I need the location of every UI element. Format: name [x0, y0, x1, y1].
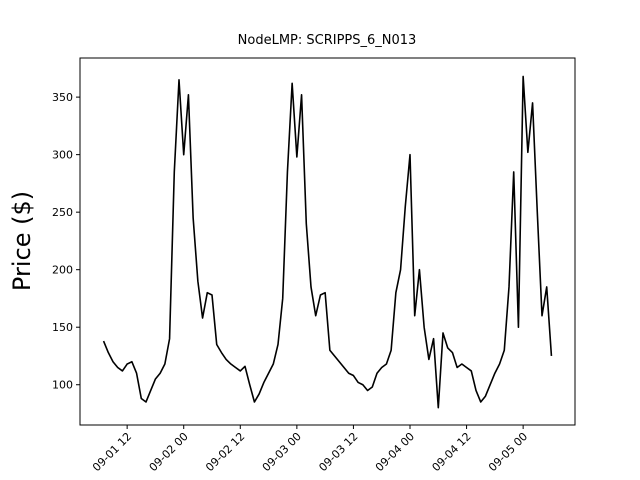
- x-tick-label: 09-01 12: [90, 430, 134, 474]
- x-tick-label: 09-02 00: [147, 430, 191, 474]
- x-tick-label: 09-02 12: [203, 430, 247, 474]
- chart-title: NodeLMP: SCRIPPS_6_N013: [238, 33, 417, 48]
- y-tick-label: 300: [52, 149, 73, 162]
- y-tick-label: 150: [52, 321, 73, 334]
- x-tick-label: 09-03 12: [316, 430, 360, 474]
- y-tick-label: 350: [52, 91, 73, 104]
- y-tick-label: 250: [52, 206, 73, 219]
- x-tick-label: 09-03 00: [260, 430, 304, 474]
- x-tick-label: 09-04 00: [373, 430, 417, 474]
- y-tick-label: 100: [52, 379, 73, 392]
- y-axis-label: Price ($): [8, 191, 36, 291]
- data-line: [102, 75, 553, 409]
- y-tick-label: 200: [52, 264, 73, 277]
- x-tick-label: 09-05 00: [486, 430, 530, 474]
- x-tick-label: 09-04 12: [430, 430, 474, 474]
- plot-frame: [79, 57, 576, 426]
